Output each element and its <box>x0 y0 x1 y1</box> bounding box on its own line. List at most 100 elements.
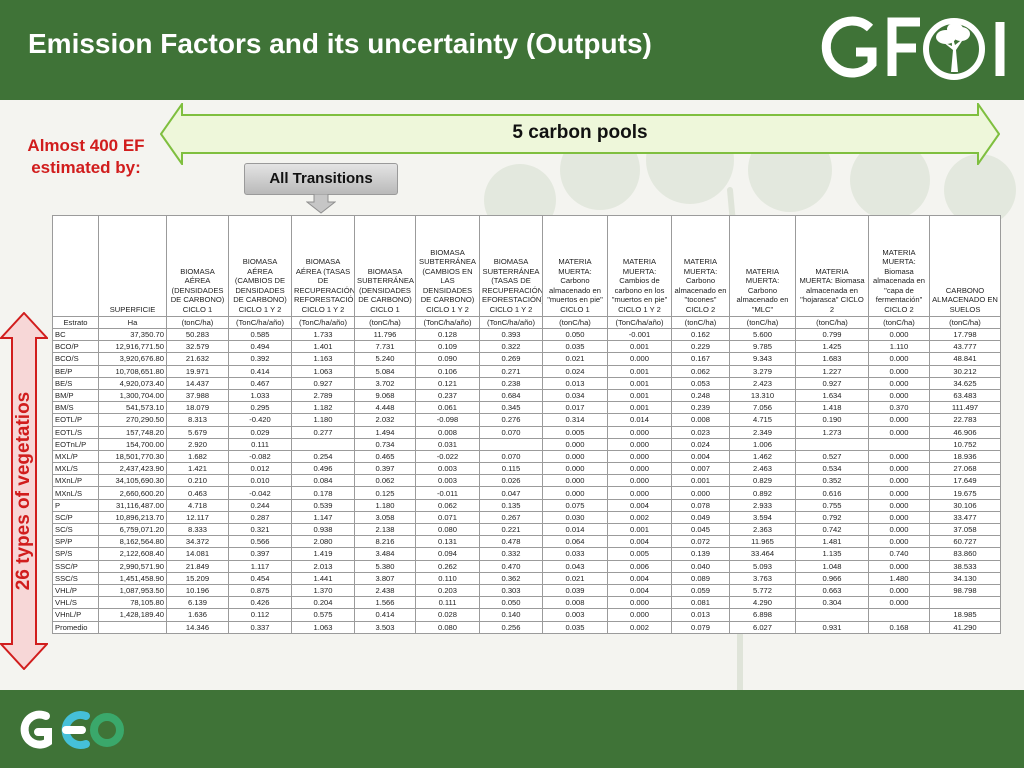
value-cell: 0.000 <box>607 462 672 476</box>
value-cell: 0.014 <box>542 522 608 537</box>
value-cell: 13.310 <box>729 388 796 403</box>
value-cell: 1.480 <box>868 571 930 585</box>
value-cell: 9.343 <box>729 352 796 366</box>
value-cell: 0.362 <box>479 571 543 585</box>
value-cell: 21.632 <box>166 352 229 366</box>
value-cell: 1.273 <box>795 425 869 439</box>
unit-cell: (tonC/ha) <box>542 316 608 329</box>
stratum-cell: SSC/S <box>52 571 99 585</box>
value-cell: 0.008 <box>415 425 480 439</box>
value-cell: 43.777 <box>929 340 1001 354</box>
value-cell: 0.000 <box>868 474 930 488</box>
value-cell: 1.063 <box>291 620 355 634</box>
value-cell: 0.238 <box>479 376 543 390</box>
value-cell: 8.216 <box>354 535 416 549</box>
value-cell: 0.001 <box>607 376 672 390</box>
value-cell: 15.209 <box>166 571 229 585</box>
value-cell: 0.566 <box>228 535 292 549</box>
table-row: VHL/S 78,105.80 6.139 0.426 0.204 1.566 0.111 0… <box>52 596 1001 610</box>
value-cell: 0.012 <box>228 462 292 476</box>
value-cell: 0.167 <box>671 352 730 366</box>
value-cell: 1.227 <box>795 364 869 378</box>
stratum-cell: BCO/P <box>52 340 99 354</box>
value-cell: 0.080 <box>415 522 480 537</box>
value-cell: 0.089 <box>671 571 730 585</box>
value-cell: -0.082 <box>228 449 292 464</box>
value-cell: 1,451,458.90 <box>98 571 167 585</box>
value-cell: 0.106 <box>415 364 480 378</box>
value-cell: 0.454 <box>228 571 292 585</box>
value-cell: 0.162 <box>671 327 730 342</box>
stratum-cell: Promedio <box>52 620 99 634</box>
value-cell: 0.393 <box>479 327 543 342</box>
value-cell: 0.337 <box>228 620 292 634</box>
value-cell: 8.313 <box>166 413 229 427</box>
vegetation-types-label: 26 types of vegetatios <box>13 391 34 591</box>
value-cell: 270,290.50 <box>98 413 167 427</box>
value-cell: 0.742 <box>795 522 869 537</box>
value-cell: 0.094 <box>415 547 480 561</box>
value-cell: 0.256 <box>479 620 543 634</box>
value-cell: 0.043 <box>542 559 608 573</box>
value-cell: 0.014 <box>607 413 672 427</box>
value-cell: 31,116,487.00 <box>98 498 167 512</box>
value-cell: 11.796 <box>354 327 416 342</box>
value-cell: 0.007 <box>671 462 730 476</box>
value-cell: 0.426 <box>228 596 292 610</box>
value-cell: 0.892 <box>729 486 796 500</box>
value-cell: 0.534 <box>795 462 869 476</box>
value-cell: 34.625 <box>929 376 1001 390</box>
units-row: Estrato Ha (tonC/ha) (TonC/ha/año) (TonC/ha/… <box>52 316 1001 329</box>
value-cell: 2,437,423.90 <box>98 462 167 476</box>
value-cell: 0.000 <box>607 608 672 622</box>
value-cell: 48.841 <box>929 352 1001 366</box>
value-cell: 0.033 <box>542 547 608 561</box>
value-cell: 0.496 <box>291 462 355 476</box>
value-cell: 0.314 <box>542 413 608 427</box>
value-cell: 18.079 <box>166 401 229 415</box>
value-cell: 0.024 <box>671 437 730 451</box>
table-row: SSC/S 1,451,458.90 15.209 0.454 1.441 3.807 0.… <box>52 571 1001 585</box>
value-cell: 10,708,651.80 <box>98 364 167 378</box>
table-row: BE/P 10,708,651.80 19.971 0.414 1.063 5.084 0.… <box>52 364 1001 378</box>
value-cell: 0.008 <box>542 596 608 610</box>
value-cell: 0.287 <box>228 510 292 525</box>
stratum-cell: SP/S <box>52 547 99 561</box>
value-cell: 0.276 <box>479 413 543 427</box>
value-cell: 17.798 <box>929 327 1001 342</box>
table-row: BC 37,350.70 50.283 0.585 1.733 11.796 0.128 0.… <box>52 327 1001 342</box>
value-cell: 0.414 <box>354 608 416 622</box>
value-cell: 50.283 <box>166 327 229 342</box>
value-cell: 0.080 <box>415 620 480 634</box>
value-cell: 2,122,608.40 <box>98 547 167 561</box>
value-cell: 0.463 <box>166 486 229 500</box>
stratum-cell: EOTnL/P <box>52 437 99 451</box>
stratum-cell: VHL/S <box>52 596 99 610</box>
value-cell: 0.111 <box>228 437 292 451</box>
all-transitions-callout: All Transitions <box>244 163 398 195</box>
stratum-cell: EOTL/S <box>52 425 99 439</box>
value-cell: 5.600 <box>729 327 796 342</box>
value-cell: 18.985 <box>929 608 1001 622</box>
value-cell: 0.792 <box>795 510 869 525</box>
value-cell: 0.125 <box>354 486 416 500</box>
value-cell: 1.425 <box>795 340 869 354</box>
value-cell: -0.098 <box>415 413 480 427</box>
column-header: BIOMASA SUBTERRÁNEA (DENSIDADES DE CARBO… <box>354 215 416 317</box>
value-cell: 0.023 <box>671 425 730 439</box>
value-cell: 0.000 <box>607 596 672 610</box>
stratum-cell: SC/P <box>52 510 99 525</box>
value-cell: 83.860 <box>929 547 1001 561</box>
stratum-cell: EOTL/P <box>52 413 99 427</box>
value-cell: 0.004 <box>607 498 672 512</box>
value-cell: 30.212 <box>929 364 1001 378</box>
value-cell: 0.262 <box>415 559 480 573</box>
value-cell: 8,162,564.80 <box>98 535 167 549</box>
table-row: EOTL/S 157,748.20 5.679 0.029 0.277 1.494 0.00… <box>52 425 1001 439</box>
value-cell: 78,105.80 <box>98 596 167 610</box>
value-cell: 1.135 <box>795 547 869 561</box>
value-cell: 0.135 <box>479 498 543 512</box>
unit-cell: (tonC/ha) <box>795 316 869 329</box>
value-cell: 0.000 <box>542 462 608 476</box>
stratum-cell: BM/S <box>52 401 99 415</box>
